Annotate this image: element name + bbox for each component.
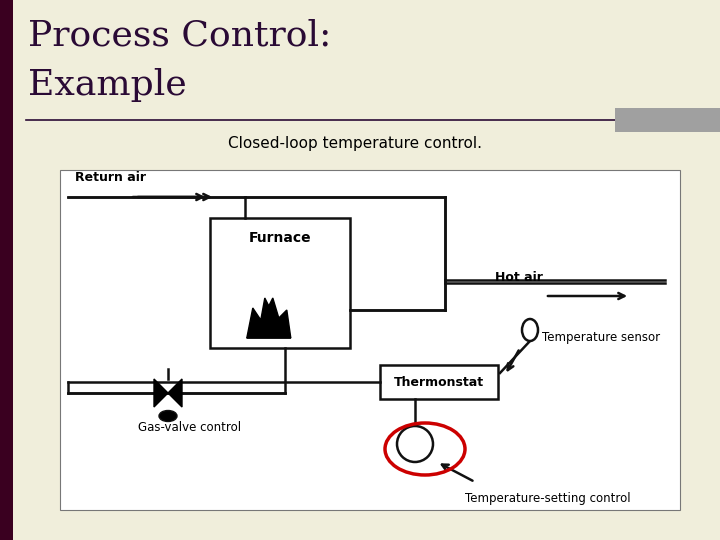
Text: Return air: Return air xyxy=(75,171,146,184)
Text: Example: Example xyxy=(28,68,186,102)
Polygon shape xyxy=(247,298,291,338)
Text: Hot air: Hot air xyxy=(495,271,543,284)
Ellipse shape xyxy=(159,410,177,422)
Text: Furnace: Furnace xyxy=(248,231,311,245)
Bar xyxy=(615,108,720,132)
Text: Temperature-setting control: Temperature-setting control xyxy=(465,492,631,505)
Text: Thermonstat: Thermonstat xyxy=(394,375,484,388)
Ellipse shape xyxy=(522,319,538,341)
Polygon shape xyxy=(168,379,182,407)
Bar xyxy=(0,0,13,540)
Bar xyxy=(210,218,350,348)
Text: Closed-loop temperature control.: Closed-loop temperature control. xyxy=(228,136,482,151)
Text: Gas-valve control: Gas-valve control xyxy=(138,421,241,434)
Text: Temperature sensor: Temperature sensor xyxy=(542,332,660,345)
Polygon shape xyxy=(154,379,168,407)
Polygon shape xyxy=(247,330,291,338)
Circle shape xyxy=(397,426,433,462)
Bar xyxy=(380,365,498,399)
Bar xyxy=(60,170,680,510)
Text: Process Control:: Process Control: xyxy=(28,18,331,52)
